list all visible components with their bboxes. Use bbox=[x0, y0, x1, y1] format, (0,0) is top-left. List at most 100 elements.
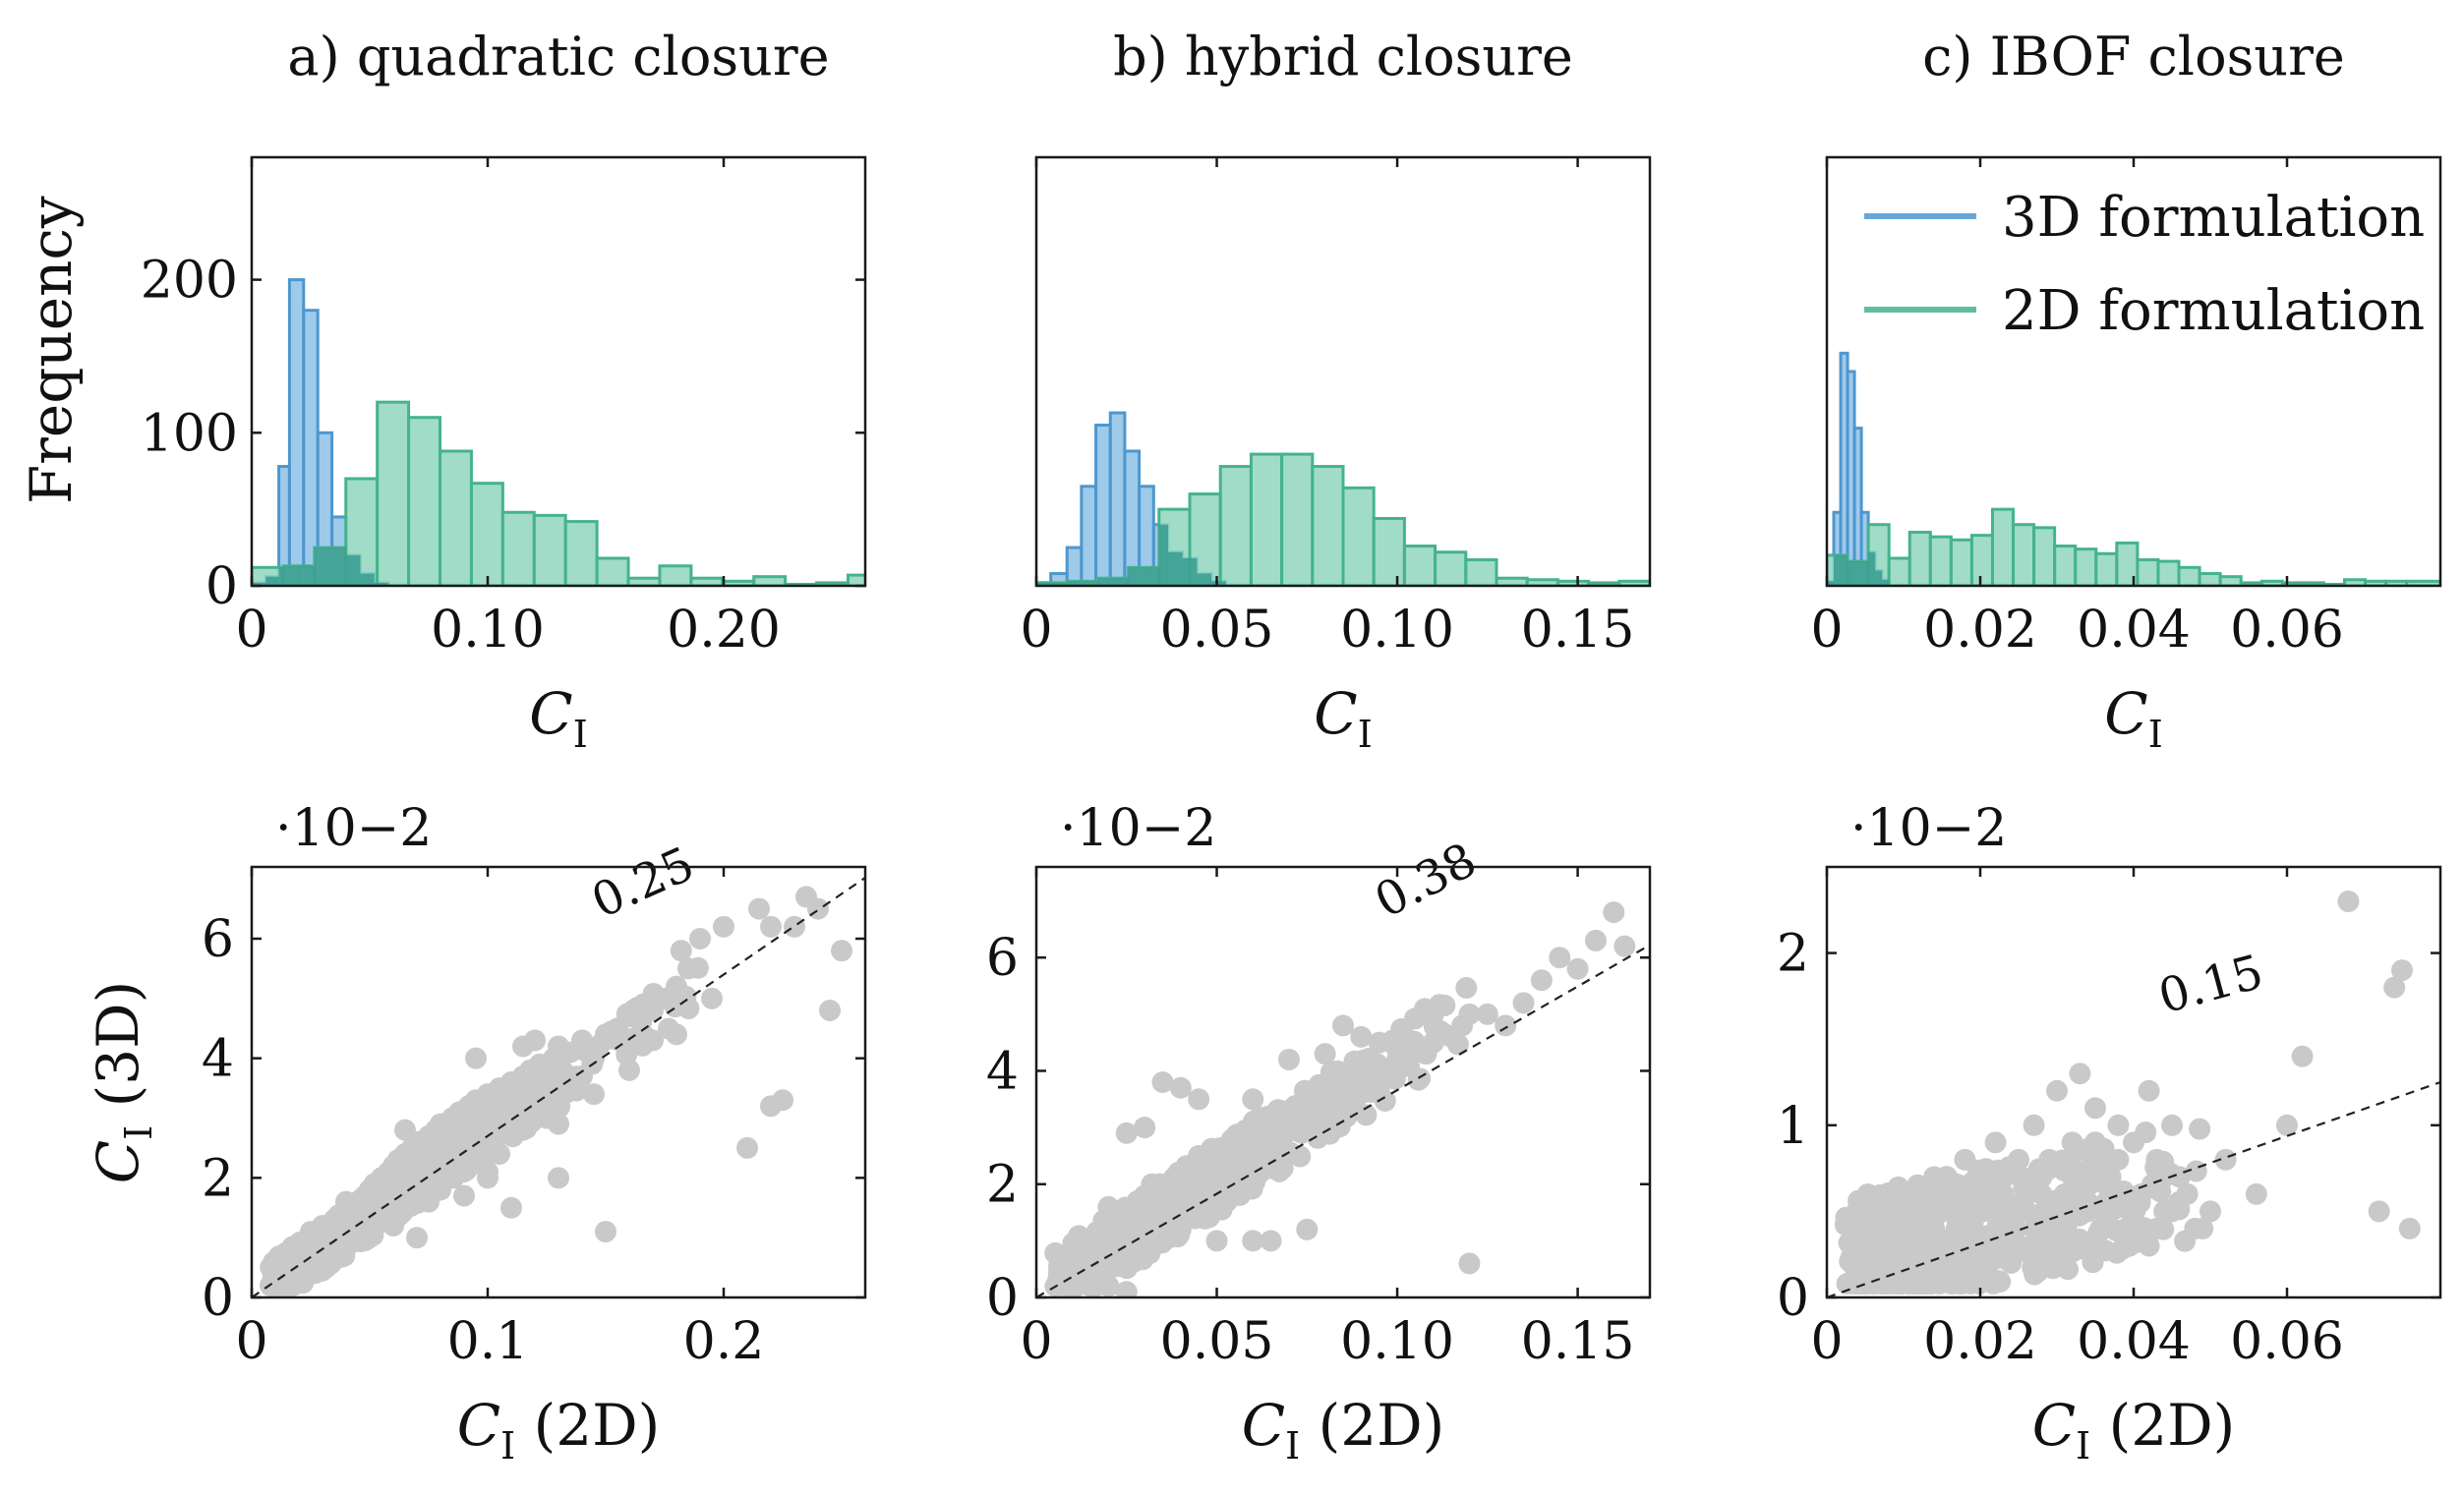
scatter-point bbox=[1566, 957, 1589, 980]
scatter-point bbox=[394, 1119, 416, 1141]
scatter-point bbox=[1603, 901, 1625, 924]
bar-2d bbox=[1341, 486, 1376, 586]
scatter-point bbox=[1296, 1218, 1319, 1240]
bar-3d bbox=[1080, 485, 1098, 586]
bar-overlap bbox=[1882, 579, 1890, 586]
bar-overlap bbox=[265, 576, 279, 586]
scatter-point bbox=[603, 1020, 625, 1043]
scatter-point bbox=[1407, 1068, 1430, 1091]
bar-overlap bbox=[282, 565, 290, 586]
scatter-point bbox=[1903, 1272, 1925, 1295]
scatter-point bbox=[1342, 1088, 1365, 1111]
x-tick-label: 0.05 bbox=[1160, 1312, 1274, 1371]
scatter-point bbox=[520, 1111, 543, 1133]
scatter-point bbox=[2192, 1217, 2214, 1239]
bar-2d bbox=[439, 449, 473, 586]
scatter-point bbox=[1065, 1275, 1087, 1297]
histogram-panel-c: c) IBOF closure 0 0.02 0.04 0.06 CI bbox=[1810, 26, 2442, 756]
x-tick-label: 0.04 bbox=[2077, 1312, 2191, 1371]
scatter-point bbox=[301, 1222, 323, 1244]
y-axis-label: CI (3D) bbox=[85, 981, 160, 1184]
scatter-point bbox=[713, 915, 734, 938]
scatter-point bbox=[2152, 1150, 2175, 1173]
scatter-point bbox=[2161, 1114, 2183, 1136]
bar-3d bbox=[1108, 411, 1127, 586]
slope-label: 0.15 bbox=[2153, 945, 2269, 1025]
scatter-point bbox=[504, 1079, 527, 1102]
bar-2d bbox=[1280, 452, 1315, 586]
bar-2d bbox=[846, 573, 865, 586]
scatter-point bbox=[1970, 1269, 1993, 1292]
bar-2d bbox=[1311, 465, 1345, 586]
bar-overlap bbox=[1868, 551, 1876, 586]
x-axis-label: CI bbox=[2104, 680, 2162, 756]
scatter-point bbox=[531, 1071, 554, 1094]
bar-2d bbox=[2136, 558, 2160, 586]
scatter-point bbox=[1839, 1250, 1861, 1273]
scatter-point bbox=[784, 915, 805, 938]
bar-overlap bbox=[1124, 578, 1129, 586]
scatter-point bbox=[1236, 1156, 1259, 1179]
plot-frame bbox=[250, 155, 867, 588]
scatter-point bbox=[595, 1221, 616, 1243]
scatter-point bbox=[2122, 1200, 2144, 1223]
scatter-point bbox=[2006, 1163, 2028, 1185]
bar-2d bbox=[1928, 535, 1953, 586]
y-exponent-label: ·10−2 bbox=[1850, 799, 2007, 858]
scatter-point bbox=[2069, 1063, 2091, 1085]
bar-2d bbox=[532, 513, 567, 586]
scatter-point bbox=[323, 1243, 345, 1266]
scatter-point bbox=[1134, 1117, 1156, 1139]
scatter-point bbox=[1476, 1003, 1498, 1025]
scatter-point bbox=[760, 1095, 782, 1118]
bar-2d bbox=[1249, 452, 1284, 586]
scatter-point bbox=[748, 897, 770, 920]
bar-overlap bbox=[1834, 554, 1842, 586]
scatter-point bbox=[1319, 1071, 1341, 1094]
scatter-point bbox=[807, 897, 829, 920]
bar-overlap bbox=[289, 565, 304, 586]
bar-2d bbox=[2074, 547, 2098, 586]
scatter-point bbox=[381, 1171, 403, 1193]
bar-overlap bbox=[1097, 578, 1111, 586]
scatter-point bbox=[1260, 1230, 1282, 1252]
scatter-point bbox=[284, 1245, 307, 1268]
bar-overlap bbox=[377, 582, 389, 586]
bar-3d bbox=[1123, 449, 1142, 586]
scatter-point bbox=[2168, 1198, 2191, 1221]
panel-title: b) hybrid closure bbox=[1113, 26, 1573, 87]
scatter-point bbox=[2074, 1232, 2096, 1254]
bar-overlap bbox=[346, 554, 361, 586]
scatter-point bbox=[583, 1083, 605, 1106]
y-tick-label: 2 bbox=[202, 1149, 234, 1208]
bar-2d bbox=[595, 556, 630, 586]
bar-overlap bbox=[1861, 561, 1869, 586]
scatter-point bbox=[1455, 977, 1478, 1000]
scatter-point bbox=[1314, 1043, 1336, 1065]
scatter-point bbox=[736, 1136, 758, 1159]
scatter-point bbox=[642, 982, 665, 1005]
y-tick-label: 6 bbox=[202, 910, 234, 969]
scatter-point bbox=[1271, 1157, 1294, 1180]
scatter-point bbox=[1903, 1227, 1925, 1249]
bars bbox=[1036, 411, 1650, 586]
bar-overlap bbox=[1182, 557, 1190, 586]
x-tick-label: 0.05 bbox=[1160, 601, 1274, 660]
scatter-point bbox=[675, 985, 697, 1007]
scatter-point bbox=[626, 997, 649, 1019]
bar-overlap bbox=[278, 567, 283, 586]
scatter-point bbox=[284, 1269, 307, 1292]
scatter-point bbox=[1435, 1023, 1457, 1046]
bar-overlap bbox=[1848, 561, 1855, 586]
y-tick-label: 200 bbox=[141, 252, 238, 311]
bar-3d bbox=[287, 278, 306, 586]
bar-2d bbox=[376, 400, 411, 586]
scatter-point bbox=[1390, 1017, 1413, 1040]
scatter-point bbox=[1530, 969, 1553, 992]
scatter-point bbox=[264, 1274, 286, 1296]
y-tick-label: 6 bbox=[986, 929, 1019, 988]
scatter-point bbox=[2075, 1161, 2097, 1183]
scatter-point bbox=[475, 1130, 498, 1153]
scatter-point bbox=[1875, 1211, 1898, 1234]
legend-label-2d: 2D formulation bbox=[2002, 279, 2425, 343]
